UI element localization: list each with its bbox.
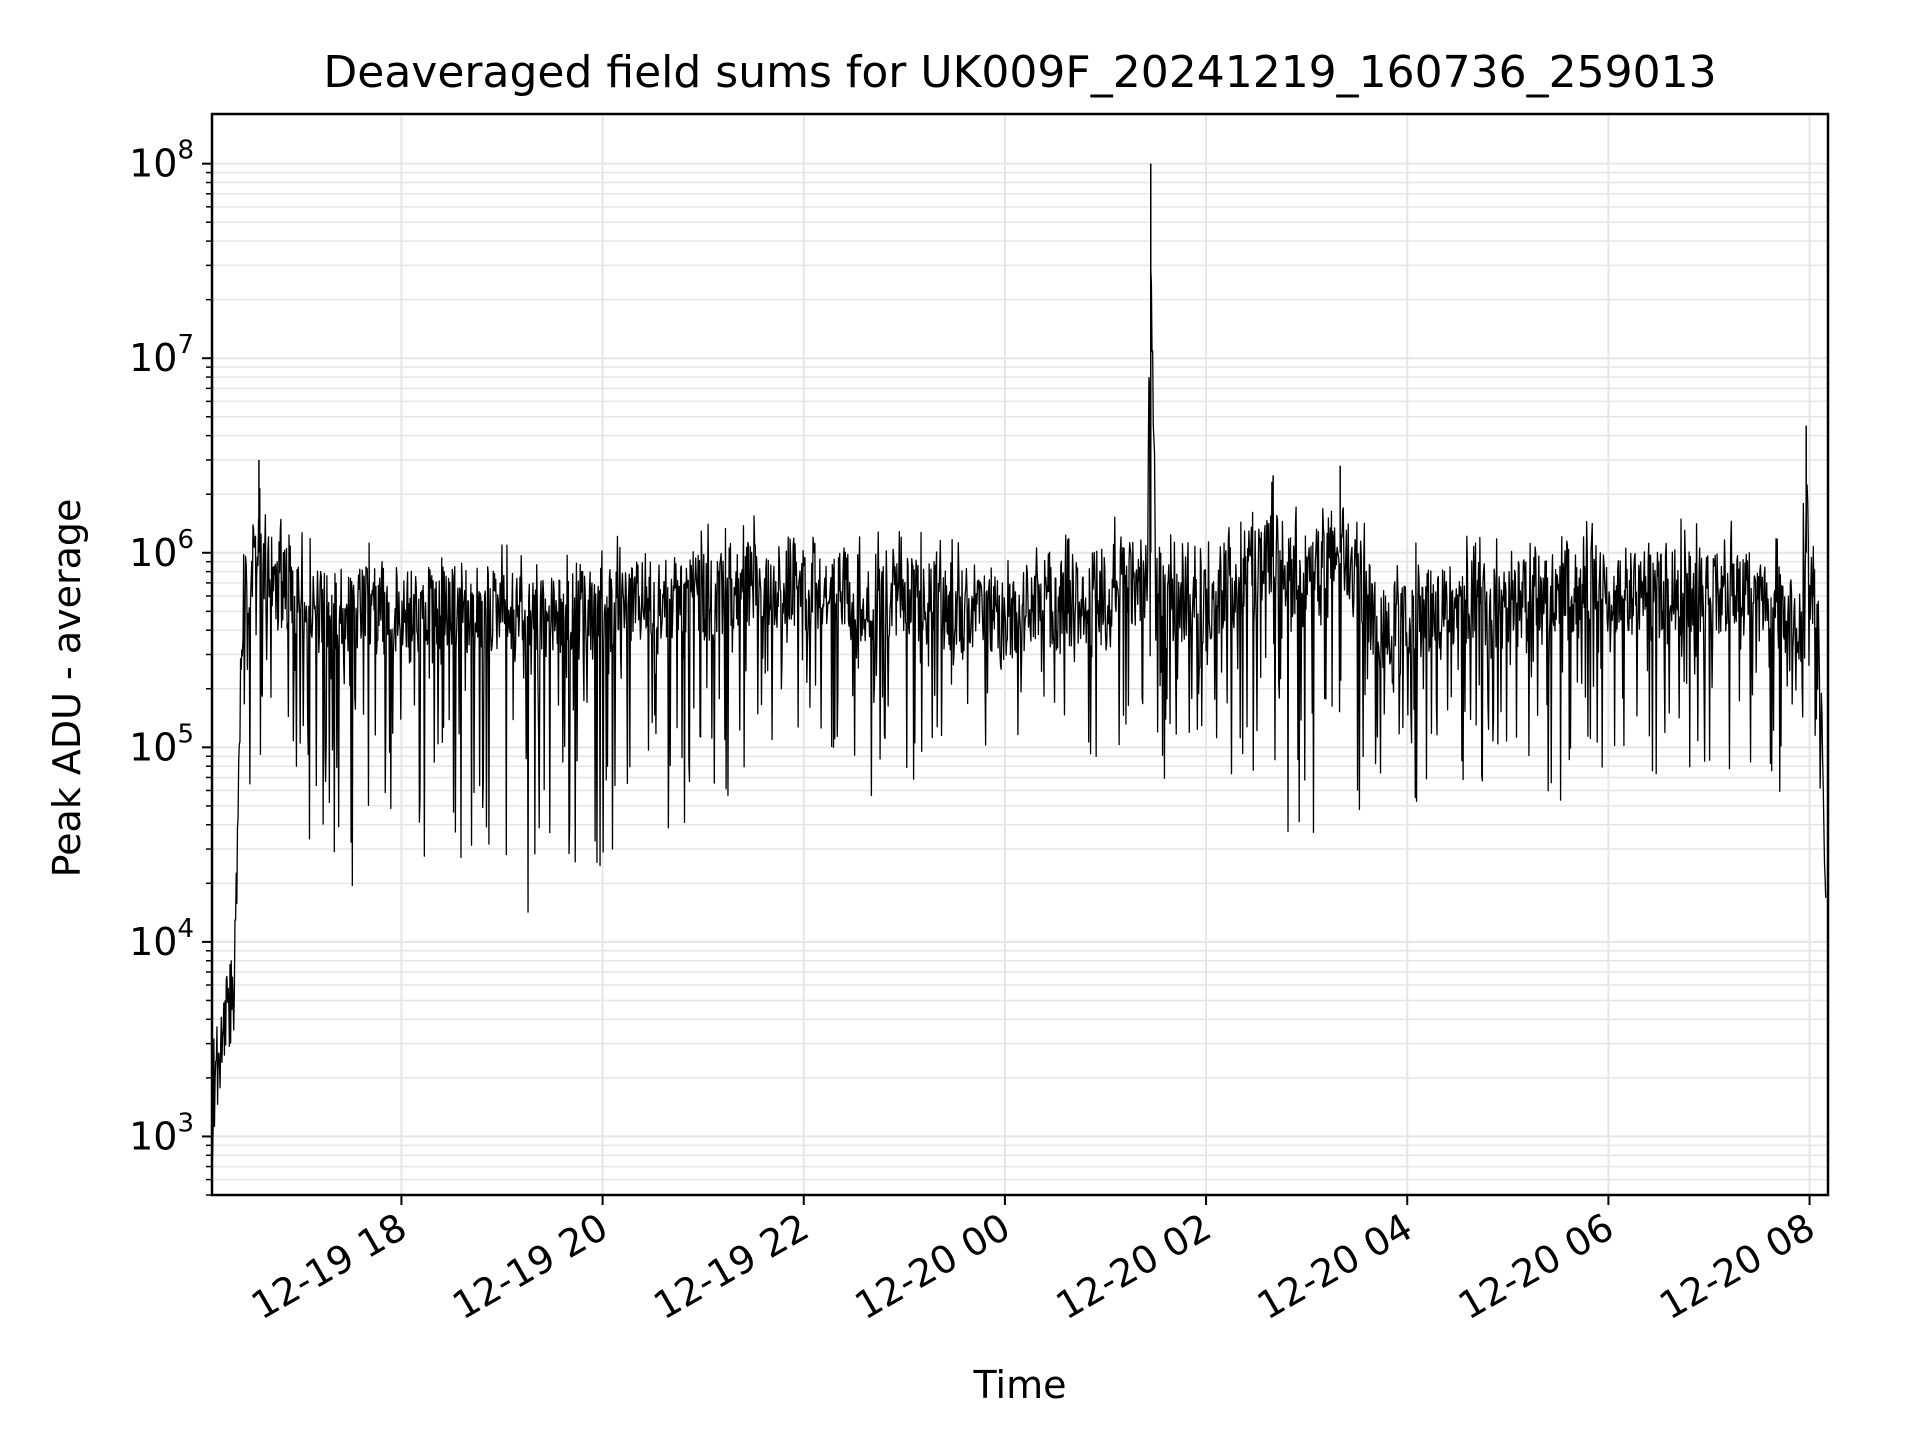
y-tick-label: 103: [129, 1108, 194, 1158]
y-tick-label: 106: [129, 525, 194, 575]
y-tick-label: 108: [129, 136, 194, 186]
data-series: [211, 163, 1827, 1156]
y-axis-label: Peak ADU - average: [45, 499, 89, 878]
y-tick-label: 104: [129, 914, 194, 964]
grid-major: [212, 114, 1828, 1195]
y-tick-label: 105: [129, 719, 194, 769]
series-line: [211, 269, 1827, 1156]
grid-minor: [212, 171, 1828, 1196]
y-tick-label: 107: [129, 330, 194, 380]
plot-area: [210, 112, 1830, 1197]
y-axis: 103 104 105 106 107 108: [129, 136, 212, 1196]
chart-title: Deaveraged field sums for UK009F_2024121…: [323, 47, 1716, 98]
x-axis-label: Time: [973, 1363, 1067, 1407]
